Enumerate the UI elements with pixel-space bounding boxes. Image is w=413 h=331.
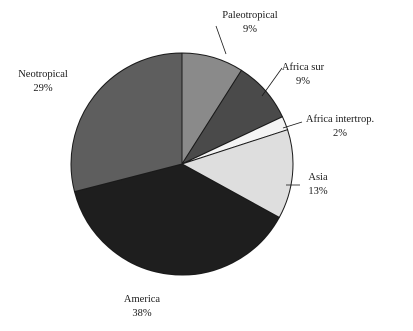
pie-slice-neotropical bbox=[70, 52, 183, 193]
slice-name-label: America bbox=[124, 294, 160, 305]
pie-slice-america bbox=[73, 163, 280, 276]
leader-line bbox=[282, 121, 303, 129]
slice-value-label: 38% bbox=[132, 308, 152, 319]
slice-value-label: 29% bbox=[33, 83, 53, 94]
pie-slices bbox=[70, 52, 294, 276]
slice-labels: Paleotropical 9% Africa sur 9% Africa intert… bbox=[18, 10, 374, 319]
slice-value-label: 9% bbox=[296, 76, 310, 87]
slice-value-label: 13% bbox=[308, 186, 328, 197]
slice-name-label: Paleotropical bbox=[222, 10, 277, 21]
slice-name-label: Asia bbox=[308, 172, 328, 183]
pie-slice-asia bbox=[180, 129, 294, 219]
slice-value-label: 9% bbox=[243, 24, 257, 35]
leader-line bbox=[261, 67, 283, 97]
slice-name-label: Africa intertrop. bbox=[306, 114, 374, 125]
leader-line bbox=[215, 25, 227, 55]
slice-name-label: Neotropical bbox=[18, 69, 68, 80]
slice-value-label: 2% bbox=[333, 128, 347, 139]
slice-name-label: Africa sur bbox=[282, 62, 325, 73]
leader-lines bbox=[215, 25, 303, 186]
